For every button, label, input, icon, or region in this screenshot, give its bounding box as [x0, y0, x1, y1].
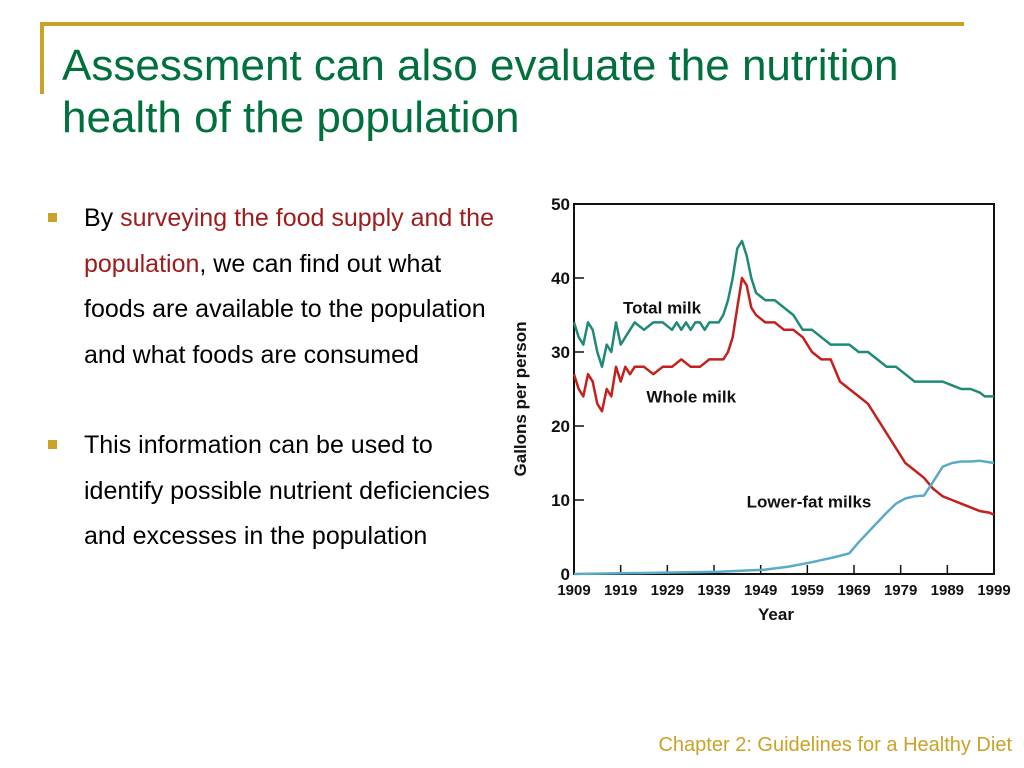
plot-frame [573, 203, 995, 575]
y-tick-label: 40 [551, 269, 570, 288]
y-axis-label: Gallons per person [511, 322, 530, 477]
square-bullet-icon [48, 440, 57, 449]
bullet-2-text: This information can be used to identify… [84, 431, 490, 550]
lower-fat-milks-label: Lower-fat milks [747, 492, 872, 511]
x-tick-label: 1959 [791, 582, 824, 599]
x-tick-label: 1979 [884, 582, 917, 599]
whole-milk-label: Whole milk [646, 387, 736, 406]
square-bullet-icon [48, 213, 57, 222]
y-tick-label: 0 [561, 565, 570, 584]
x-tick-label: 1949 [744, 582, 777, 599]
slide-footer: Chapter 2: Guidelines for a Healthy Diet [658, 734, 1012, 756]
total-milk-label: Total milk [623, 299, 702, 318]
x-axis-label: Year [758, 605, 794, 624]
y-tick-label: 20 [551, 417, 570, 436]
x-tick-label: 1939 [697, 582, 730, 599]
bullet-1-prefix: By [84, 204, 121, 232]
x-tick-label: 1909 [557, 582, 590, 599]
bullet-1-highlight: surveying the food supply and the popula… [84, 204, 494, 278]
x-tick-label: 1999 [977, 582, 1010, 599]
whole-milk-line [572, 276, 995, 516]
y-tick-label: 10 [551, 491, 570, 510]
x-tick-label: 1919 [604, 582, 637, 599]
slide-frame-left [40, 22, 44, 94]
y-tick-label: 50 [551, 195, 570, 214]
slide-title: Assessment can also evaluate the nutriti… [62, 41, 899, 142]
total-milk-line [572, 239, 994, 398]
x-tick-label: 1969 [837, 582, 870, 599]
y-tick-label: 30 [551, 343, 570, 362]
lower-fat-milks-line [573, 459, 995, 576]
milk-consumption-chart: 0 10 20 30 40 50 1909 1919 1929 1939 1949 1959 1969 1… [511, 195, 1011, 624]
bullet-item-2: This information can be used to identify… [48, 423, 498, 560]
bullet-list: By surveying the food supply and the pop… [48, 196, 498, 605]
slide-frame-top [40, 22, 964, 26]
bullet-1-suffix: , we can find out what foods are availab… [84, 249, 486, 369]
bullet-item-1: By surveying the food supply and the pop… [48, 196, 498, 378]
x-tick-label: 1929 [651, 582, 684, 599]
x-tick-label: 1989 [931, 582, 964, 599]
